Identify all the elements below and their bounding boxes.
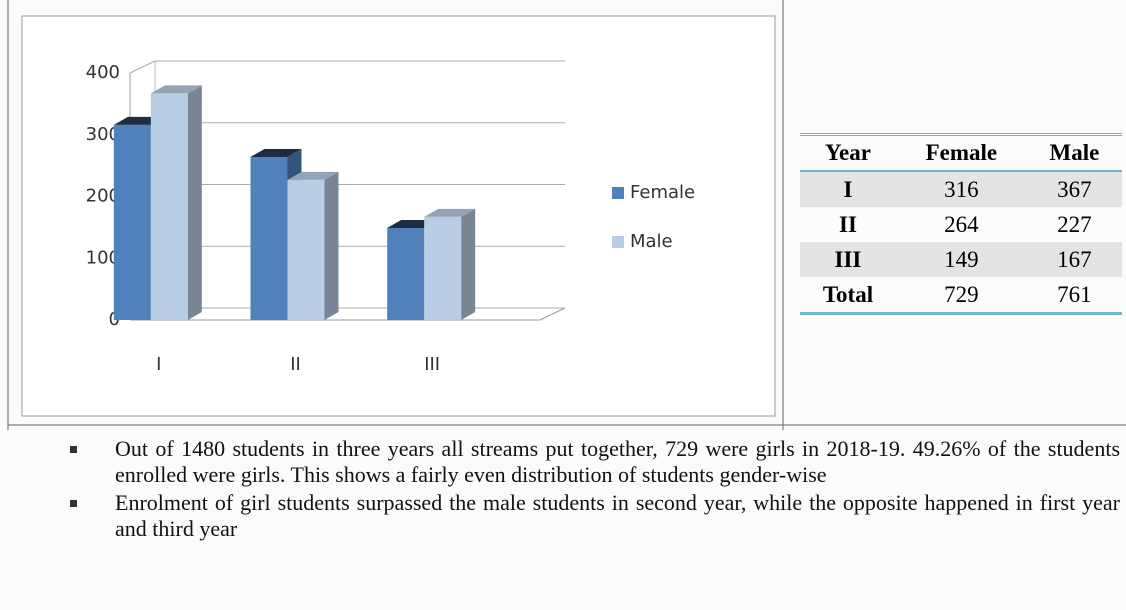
floor <box>539 307 566 321</box>
bar-side <box>324 171 339 320</box>
table-cell: 227 <box>1057 212 1092 237</box>
chart: 0100200300400IIIIIIFemaleMale <box>7 0 1126 430</box>
table-cell: 264 <box>944 212 979 237</box>
table-row: II 264 227 <box>800 207 1122 242</box>
y-tick-label: 100 <box>86 247 120 268</box>
table-row: Total 729 761 <box>800 277 1122 314</box>
bar-top <box>424 208 476 217</box>
bar-side <box>187 85 202 320</box>
y-tick-label: 200 <box>86 186 120 207</box>
legend-label: Female <box>630 182 695 203</box>
table-cell: 729 <box>944 282 979 307</box>
table-cell: 367 <box>1026 171 1122 207</box>
legend-swatch <box>612 236 624 248</box>
bar-top <box>287 171 339 180</box>
header-cell: Male <box>1026 134 1122 172</box>
bar <box>250 156 288 320</box>
x-tick-label: III <box>424 354 440 375</box>
bar <box>113 124 151 321</box>
table-cell: 761 <box>1057 282 1092 307</box>
bullet-list: Out of 1480 students in three years all … <box>60 436 1120 544</box>
table-row: III 149 167 <box>800 242 1122 277</box>
bar <box>424 216 462 320</box>
table-row: I 316 367 <box>800 171 1122 207</box>
y-tick-label: 400 <box>86 62 120 83</box>
bar-top <box>150 85 202 94</box>
table-cell: 316 <box>895 171 1027 207</box>
table-cell: Total <box>822 282 874 307</box>
bar <box>287 179 325 320</box>
bar <box>387 227 425 320</box>
table-cell: III <box>800 242 896 277</box>
header-cell: Female <box>895 134 1027 172</box>
x-tick-label: I <box>156 354 161 375</box>
table-cell: 167 <box>1026 242 1122 277</box>
table-cell: I <box>800 171 896 207</box>
legend-swatch <box>612 187 624 199</box>
header-cell: Year <box>800 134 896 172</box>
bullet-item: Out of 1480 students in three years all … <box>60 436 1120 488</box>
bullet-item: Enrolment of girl students surpassed the… <box>60 490 1120 542</box>
data-table: Year Female Male I 316 367 II 264 227 III 149 167 To… <box>800 133 1122 315</box>
table-cell: 149 <box>895 242 1027 277</box>
x-tick-label: II <box>290 354 301 375</box>
bar-side <box>461 208 476 320</box>
y-tick-label: 300 <box>86 124 120 145</box>
legend-label: Male <box>630 231 673 252</box>
table-cell: II <box>839 212 857 237</box>
bar-top <box>250 148 302 157</box>
bar <box>150 93 188 320</box>
table-header-row: Year Female Male <box>800 134 1122 172</box>
grid-line <box>129 60 565 74</box>
